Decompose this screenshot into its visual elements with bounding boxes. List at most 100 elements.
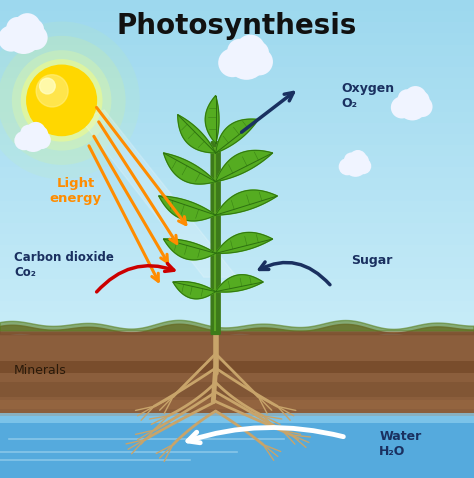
- Circle shape: [33, 131, 51, 149]
- Bar: [0, 190, 474, 201]
- Bar: [0, 201, 474, 212]
- Polygon shape: [216, 119, 258, 153]
- Bar: [0, 89, 474, 100]
- Polygon shape: [81, 110, 237, 277]
- Polygon shape: [159, 196, 216, 221]
- Circle shape: [227, 40, 266, 80]
- Bar: [0, 22, 474, 33]
- Circle shape: [23, 25, 48, 50]
- Polygon shape: [178, 115, 216, 153]
- Bar: [0, 268, 474, 279]
- Bar: [0, 324, 474, 335]
- Circle shape: [20, 125, 37, 141]
- Bar: [0, 145, 474, 156]
- Bar: [0, 167, 474, 178]
- Polygon shape: [216, 275, 263, 292]
- Bar: [0, 0, 474, 11]
- Circle shape: [6, 17, 28, 40]
- Polygon shape: [164, 153, 216, 184]
- Bar: [0, 223, 474, 234]
- Circle shape: [397, 90, 428, 120]
- Circle shape: [0, 25, 24, 52]
- Circle shape: [404, 86, 427, 109]
- Text: Oxygen
O₂: Oxygen O₂: [341, 82, 394, 109]
- Polygon shape: [216, 232, 273, 253]
- Bar: [0, 234, 474, 245]
- Bar: [0, 245, 474, 257]
- Circle shape: [246, 41, 269, 65]
- Circle shape: [20, 125, 46, 152]
- Bar: [0, 44, 474, 56]
- Bar: [0, 67, 474, 78]
- Circle shape: [344, 153, 367, 177]
- Bar: [0, 312, 474, 324]
- Circle shape: [398, 89, 417, 108]
- Polygon shape: [216, 151, 273, 182]
- Polygon shape: [216, 190, 277, 215]
- Polygon shape: [216, 232, 273, 253]
- Circle shape: [218, 48, 247, 77]
- Circle shape: [349, 150, 367, 168]
- Polygon shape: [164, 239, 216, 260]
- Circle shape: [14, 13, 41, 41]
- Circle shape: [36, 75, 68, 107]
- Bar: [0, 279, 474, 290]
- Bar: [0, 257, 474, 268]
- Polygon shape: [164, 239, 216, 260]
- Bar: [0, 100, 474, 111]
- Bar: [0, 134, 474, 145]
- Text: Carbon dioxide
Co₂: Carbon dioxide Co₂: [14, 251, 114, 279]
- Circle shape: [412, 96, 433, 117]
- Polygon shape: [159, 196, 216, 221]
- FancyBboxPatch shape: [210, 141, 221, 335]
- Circle shape: [23, 19, 44, 40]
- Circle shape: [412, 91, 429, 109]
- Bar: [0, 33, 474, 44]
- Text: Light
energy: Light energy: [50, 177, 102, 205]
- Bar: [0, 212, 474, 223]
- Circle shape: [21, 59, 102, 141]
- Text: Photosynthesis: Photosynthesis: [117, 12, 357, 40]
- Polygon shape: [216, 119, 258, 153]
- Bar: [0, 123, 474, 134]
- Bar: [0, 413, 474, 423]
- Text: Sugar: Sugar: [351, 254, 392, 267]
- Bar: [0, 361, 474, 373]
- Circle shape: [6, 18, 42, 54]
- Polygon shape: [216, 151, 273, 182]
- Circle shape: [391, 97, 413, 119]
- Bar: [0, 111, 474, 123]
- Polygon shape: [173, 282, 216, 299]
- Bar: [0, 11, 474, 22]
- Bar: [0, 78, 474, 89]
- Text: Minerals: Minerals: [14, 364, 67, 377]
- Polygon shape: [173, 282, 216, 299]
- Bar: [0, 400, 474, 409]
- Bar: [0, 335, 474, 416]
- Text: Water
H₂O: Water H₂O: [379, 430, 421, 457]
- Circle shape: [338, 158, 356, 175]
- Bar: [0, 156, 474, 167]
- Circle shape: [26, 65, 97, 136]
- Circle shape: [0, 36, 126, 165]
- Polygon shape: [178, 115, 216, 153]
- Circle shape: [12, 50, 111, 151]
- Circle shape: [227, 39, 252, 64]
- Circle shape: [26, 122, 46, 142]
- Polygon shape: [216, 190, 277, 215]
- Circle shape: [33, 126, 48, 141]
- Circle shape: [246, 48, 273, 76]
- Circle shape: [344, 152, 359, 167]
- Polygon shape: [205, 96, 219, 143]
- Circle shape: [236, 35, 265, 65]
- Bar: [0, 56, 474, 67]
- Polygon shape: [205, 96, 219, 143]
- Circle shape: [14, 131, 34, 150]
- Polygon shape: [216, 275, 263, 292]
- Bar: [0, 416, 474, 478]
- Polygon shape: [164, 153, 216, 184]
- Bar: [0, 301, 474, 312]
- Circle shape: [40, 78, 55, 94]
- Bar: [0, 178, 474, 190]
- Circle shape: [0, 22, 140, 179]
